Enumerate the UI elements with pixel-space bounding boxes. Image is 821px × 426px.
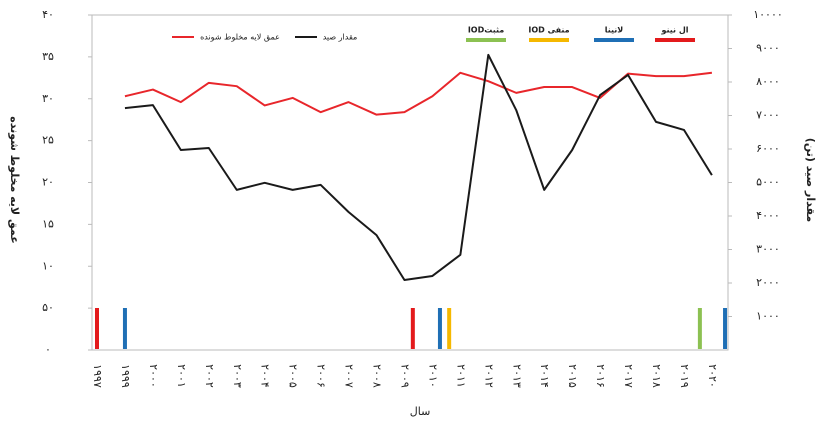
- x-tick-label: ۲۰۱۹: [678, 364, 691, 388]
- event-legend-label: IODمثبت: [468, 26, 504, 35]
- y2-tick-label: ۳۰۰۰: [756, 243, 780, 256]
- y-tick-label: ۰: [45, 343, 51, 356]
- event-legend-label: ال نینو: [660, 26, 688, 35]
- legend-label: عمق لایه مخلوط شونده: [200, 33, 280, 42]
- x-tick-label: ۲۰۰۴: [259, 364, 272, 388]
- data-line: [124, 53, 713, 281]
- x-tick-label: ۲۰۱۶: [594, 364, 607, 388]
- x-tick-label: ۲۰۰۷: [343, 364, 356, 388]
- y-tick-label: ۲۵: [42, 134, 54, 147]
- x-tick-label: ۲۰۱۷: [622, 364, 635, 388]
- event-legend-label: لانینا: [605, 26, 624, 35]
- x-tick-label: ۲۰۰۶: [315, 364, 328, 388]
- event-bar: [447, 308, 452, 349]
- y2-tick-label: ۲۰۰۰: [756, 276, 780, 289]
- y-tick-label: ۳۵: [42, 50, 54, 63]
- x-tick-label: ۲۰۱۸: [650, 364, 663, 388]
- y-tick-label: ۳۰: [42, 92, 54, 105]
- legend-label: مقدار صید: [323, 33, 358, 42]
- y2-tick-label: ۷۰۰۰: [756, 109, 780, 122]
- event-bar: [697, 308, 702, 349]
- y2-tick-label: ۸۰۰۰: [756, 75, 780, 88]
- event-legend-swatch: [594, 38, 634, 42]
- event-bar: [723, 308, 728, 349]
- x-tick-label: ۲۰۰۹: [398, 364, 411, 388]
- event-legend-swatch: [655, 38, 695, 42]
- x-tick-label: ۲۰۱۲: [482, 364, 495, 388]
- y2-tick-label: ۶۰۰۰: [756, 142, 780, 155]
- event-bar: [410, 308, 415, 349]
- x-tick-label: ۲۰۱۰: [426, 364, 439, 388]
- y2-tick-label: ۱۰۰۰۰: [753, 8, 783, 21]
- event-bar: [122, 308, 127, 349]
- x-tick-label: ۲۰۰۲: [203, 364, 216, 388]
- x-tick-label: ۲۰۰۱: [175, 364, 188, 388]
- y-tick-label: ۲۰: [42, 176, 54, 189]
- y-tick-label: ۱۵: [42, 217, 54, 230]
- x-tick-label: ۱۹۹۷: [91, 364, 104, 388]
- x-tick-label: ۲۰۲۰: [706, 364, 719, 388]
- y2-tick-label: ۱۰۰۰: [756, 310, 780, 323]
- y2-tick-label: ۴۰۰۰: [756, 209, 780, 222]
- x-tick-label: ۲۰۰۳: [231, 364, 244, 388]
- x-axis-label: سال: [410, 405, 431, 418]
- event-bar: [95, 308, 99, 349]
- y-tick-label: ۵۰: [42, 301, 54, 314]
- x-tick-label: ۲۰۱۳: [510, 364, 523, 388]
- event-legend-swatch: [529, 38, 569, 42]
- y2-axis-label: مقدار صید (تن): [804, 138, 817, 222]
- y2-tick-label: ۵۰۰۰: [756, 176, 780, 189]
- x-tick-label: ۲۰۱۱: [454, 364, 467, 388]
- event-legend-swatch: [466, 38, 506, 42]
- x-tick-label: ۲۰۰۸: [371, 364, 384, 388]
- event-legend-label: IOD منفی: [528, 26, 569, 35]
- x-tick-label: ۲۰۰۰: [147, 364, 160, 388]
- x-tick-label: ۲۰۰۵: [287, 364, 300, 388]
- x-tick-label: ۲۰۱۵: [566, 364, 579, 388]
- y2-tick-label: ۹۰۰۰: [756, 42, 780, 55]
- y-tick-label: ۱۰: [42, 259, 54, 272]
- event-bar: [437, 308, 442, 349]
- x-tick-label: ۱۹۹۹: [119, 364, 132, 388]
- plot-frame: [91, 14, 729, 351]
- y-axis-label: عمق لایه مخلوط شونده: [8, 116, 21, 244]
- x-tick-label: ۲۰۱۴: [538, 364, 551, 388]
- y-tick-label: ۴۰: [42, 8, 54, 21]
